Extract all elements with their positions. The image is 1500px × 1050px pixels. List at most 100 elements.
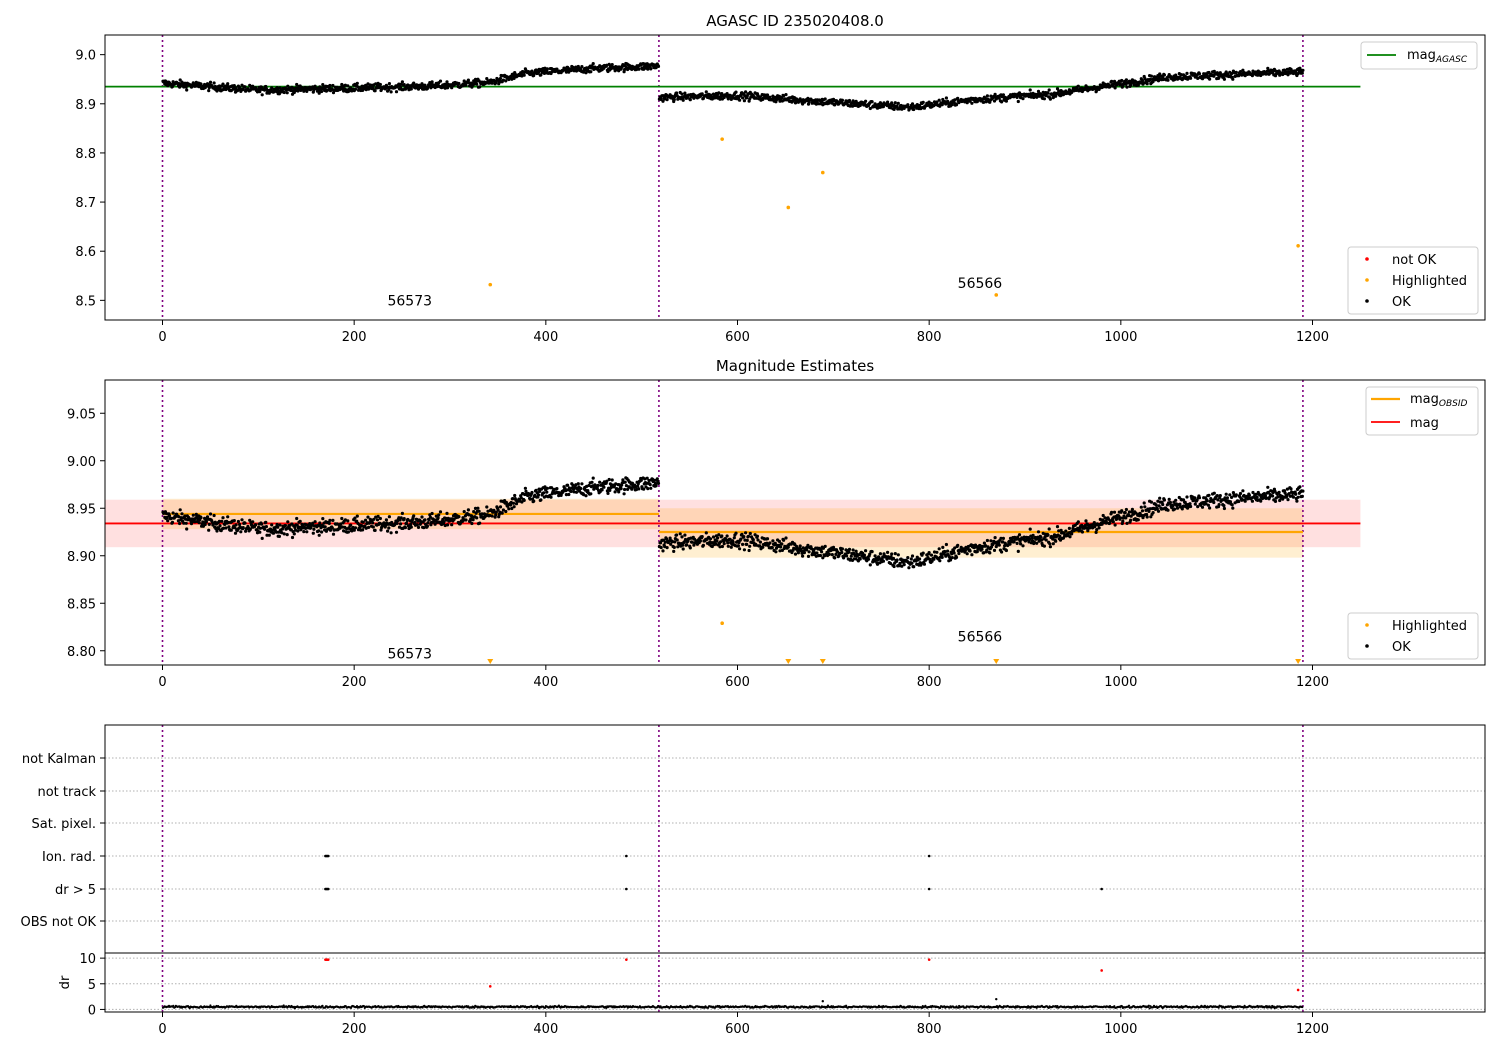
ok-point	[902, 563, 906, 567]
ok-point	[890, 552, 894, 556]
ok-point	[378, 82, 382, 87]
ok-point	[1230, 503, 1234, 507]
ok-point	[1156, 79, 1161, 83]
flag-point	[625, 887, 628, 891]
ok-point	[1035, 541, 1039, 545]
ok-point	[623, 480, 627, 484]
ok-point	[734, 531, 738, 535]
ok-point	[893, 552, 897, 556]
ok-point	[654, 484, 658, 488]
ok-point	[539, 498, 543, 502]
ok-point	[659, 545, 663, 550]
ok-point	[320, 530, 324, 534]
ok-point	[478, 85, 482, 89]
ok-point	[675, 538, 679, 542]
off-scale-marker	[785, 659, 792, 664]
ok-point	[485, 505, 489, 509]
ok-point	[1222, 506, 1226, 511]
ok-point	[375, 518, 380, 522]
highlighted-point	[1296, 244, 1300, 248]
ok-point	[426, 521, 430, 525]
ok-point	[413, 520, 417, 525]
ok-point	[1185, 71, 1189, 75]
ok-point	[470, 521, 474, 526]
ok-point	[166, 519, 170, 523]
ok-point	[422, 526, 426, 530]
ok-point	[296, 529, 300, 533]
ok-point	[328, 518, 332, 523]
ok-point	[587, 483, 591, 488]
ok-point	[1047, 527, 1051, 531]
ok-point	[1231, 77, 1235, 81]
ok-point	[374, 515, 378, 519]
flag-point	[326, 887, 330, 891]
ok-point	[715, 539, 719, 543]
ok-point	[963, 549, 968, 553]
ok-point	[1172, 78, 1177, 82]
ok-point	[376, 514, 380, 519]
ok-point	[1042, 544, 1046, 548]
ok-point	[512, 505, 516, 509]
ok-point	[663, 540, 667, 544]
ok-point	[317, 533, 321, 537]
ok-point	[1142, 501, 1146, 505]
ok-point	[944, 542, 949, 547]
ok-point	[881, 559, 886, 563]
ok-point	[1294, 492, 1298, 496]
flag-point	[625, 854, 628, 858]
ok-point	[169, 516, 173, 520]
ok-point	[409, 87, 413, 91]
ok-point	[420, 82, 424, 86]
dr-point	[939, 1006, 942, 1010]
panel-title-agasc: AGASC ID 235020408.0	[706, 12, 884, 30]
ok-point	[868, 106, 872, 111]
ok-point	[233, 526, 237, 530]
ok-point	[295, 82, 299, 87]
ok-point	[937, 98, 941, 102]
ok-point	[1048, 542, 1052, 546]
ok-point	[984, 544, 988, 548]
ok-point	[956, 96, 960, 100]
ok-point	[1296, 495, 1300, 499]
ok-point	[574, 490, 579, 494]
y-tick-label: 8.95	[67, 502, 96, 517]
ok-point	[1166, 78, 1170, 82]
flag-point	[927, 854, 931, 858]
ok-point	[617, 490, 621, 494]
ok-point	[866, 557, 871, 561]
ok-point	[815, 551, 819, 555]
ok-point	[1127, 510, 1131, 514]
ok-point	[1001, 540, 1005, 544]
ok-point	[589, 492, 593, 496]
ok-point	[220, 519, 224, 523]
ok-point	[367, 525, 371, 530]
ok-point	[328, 528, 333, 532]
ok-point	[290, 535, 295, 540]
ok-point	[655, 477, 659, 481]
ok-point	[464, 83, 468, 87]
ok-point	[234, 86, 238, 90]
ok-point	[784, 536, 788, 540]
ok-point	[1000, 100, 1004, 104]
ok-point	[415, 523, 419, 527]
ok-point	[768, 95, 772, 99]
ok-point	[726, 97, 730, 101]
ok-point	[185, 527, 189, 531]
ok-point	[1012, 540, 1016, 544]
ok-point	[1234, 493, 1238, 497]
ok-point	[497, 515, 501, 519]
ok-point	[180, 512, 184, 516]
ok-point	[779, 545, 783, 549]
highlighted-point	[786, 205, 791, 210]
dr-point	[920, 1006, 924, 1010]
ok-point	[243, 521, 247, 525]
ok-point	[970, 553, 974, 557]
ok-point	[895, 104, 899, 108]
ok-point	[900, 564, 904, 568]
y-tick-label: 8.5	[75, 294, 96, 309]
ok-point	[500, 511, 504, 515]
ok-point	[400, 511, 404, 515]
ok-point	[1125, 85, 1129, 89]
ok-point	[793, 101, 798, 105]
ok-point	[1039, 538, 1043, 542]
